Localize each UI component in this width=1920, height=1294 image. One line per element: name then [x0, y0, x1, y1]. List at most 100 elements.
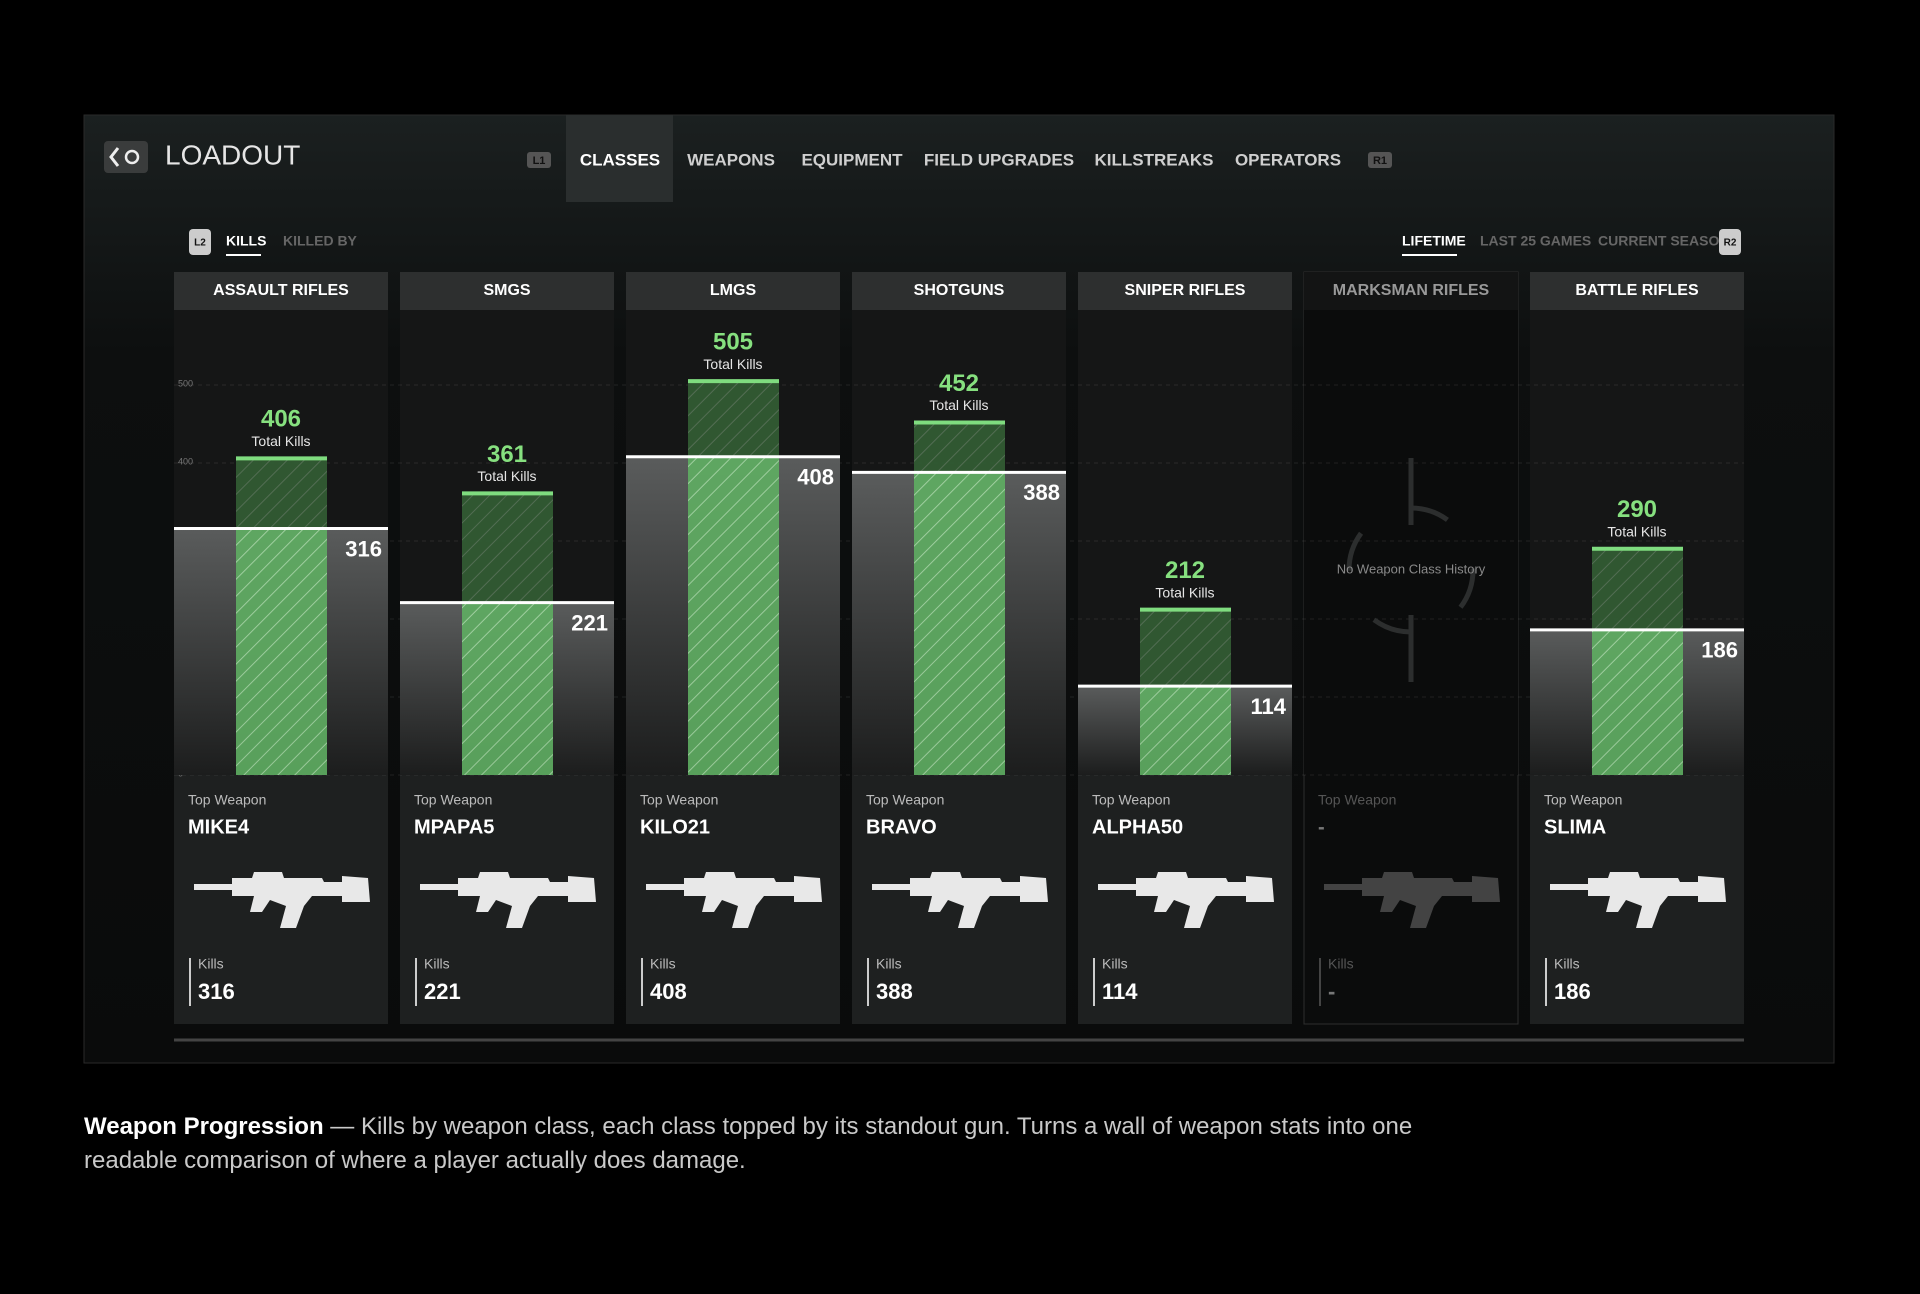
bar-shade: [914, 422, 1005, 473]
total-kills-label: Total Kills: [1607, 524, 1666, 540]
filter-option[interactable]: CURRENT SEASON: [1598, 233, 1729, 249]
top-weapon-label: Top Weapon: [1544, 792, 1622, 808]
class-name: BATTLE RIFLES: [1575, 282, 1699, 299]
kills-value: 388: [876, 979, 913, 1004]
class-name: MARKSMAN RIFLES: [1333, 282, 1490, 299]
filter-button-label: L2: [194, 238, 206, 249]
total-kills-bar: [914, 422, 1005, 775]
class-name: ASSAULT RIFLES: [213, 282, 349, 299]
kills-label: Kills: [424, 956, 450, 972]
top-weapon-kills-value: 221: [571, 610, 608, 635]
filter-button-label: R2: [1724, 238, 1737, 249]
tab[interactable]: WEAPONS: [687, 150, 775, 169]
caption: Weapon Progression — Kills by weapon cla…: [84, 1110, 1484, 1178]
total-kills-value: 212: [1165, 557, 1205, 584]
total-kills-bar: [688, 381, 779, 775]
filter-option[interactable]: LAST 25 GAMES: [1480, 233, 1591, 249]
filter-option[interactable]: KILLS: [226, 233, 266, 249]
filter-button-icon: [189, 229, 211, 255]
tab-button-icon: [1368, 152, 1392, 168]
total-kills-value: 406: [261, 406, 301, 433]
total-kills-value: 290: [1617, 496, 1657, 523]
class-header: [626, 272, 840, 310]
class-header: [174, 272, 388, 310]
back-icon-ring: [124, 149, 140, 165]
total-kills-label: Total Kills: [929, 397, 988, 413]
kills-value: 186: [1554, 979, 1591, 1004]
tab[interactable]: KILLSTREAKS: [1095, 150, 1214, 169]
total-kills-bar: [1592, 548, 1683, 775]
tab-button-icon: [527, 152, 551, 168]
top-weapon-kills-value: 316: [345, 536, 382, 561]
total-kills-value: 361: [487, 441, 527, 468]
kills-label: Kills: [1554, 956, 1580, 972]
tab-button-label: L1: [533, 155, 546, 167]
top-weapon-label: Top Weapon: [414, 792, 492, 808]
top-weapon-name: -: [1318, 816, 1325, 838]
filter-option[interactable]: KILLED BY: [283, 233, 358, 249]
kills-value: 221: [424, 979, 461, 1004]
top-weapon-name: BRAVO: [866, 816, 937, 838]
total-kills-label: Total Kills: [703, 356, 762, 372]
bar-shade: [1592, 548, 1683, 630]
class-name: SMGS: [483, 282, 530, 299]
y-tick-label: 500: [178, 378, 193, 388]
total-kills-label: Total Kills: [477, 468, 536, 484]
total-kills-label: Total Kills: [251, 433, 310, 449]
class-name: SHOTGUNS: [914, 282, 1005, 299]
total-kills-value: 505: [713, 328, 753, 355]
caption-text: — Kills by weapon class, each class topp…: [84, 1113, 1413, 1174]
top-weapon-name: ALPHA50: [1092, 816, 1183, 838]
filter-button-icon: [1719, 229, 1741, 255]
tab-button-label: R1: [1373, 155, 1387, 167]
bar-shade: [236, 458, 327, 529]
top-weapon-kills-value: 114: [1251, 694, 1287, 719]
class-header: [1530, 272, 1744, 310]
top-weapon-name: KILO21: [640, 816, 710, 838]
class-name: SNIPER RIFLES: [1125, 282, 1246, 299]
top-weapon-kills-value: 408: [797, 465, 834, 490]
top-weapon-kills-value: 388: [1023, 480, 1060, 505]
total-kills-bar: [1140, 609, 1231, 775]
tab[interactable]: FIELD UPGRADES: [924, 150, 1074, 169]
chart-area: [1304, 310, 1518, 775]
caption-title: Weapon Progression: [84, 1113, 324, 1140]
total-kills-label: Total Kills: [1155, 584, 1214, 600]
class-header: [400, 272, 614, 310]
class-header: [1304, 272, 1518, 310]
total-kills-bar: [236, 458, 327, 775]
tab[interactable]: EQUIPMENT: [801, 150, 903, 169]
class-header: [852, 272, 1066, 310]
class-name: LMGS: [710, 282, 757, 299]
top-weapon-name: MPAPA5: [414, 816, 494, 838]
top-weapon-label: Top Weapon: [866, 792, 944, 808]
y-tick-label: 400: [178, 456, 193, 466]
active-tab-bg: [566, 115, 673, 202]
filter-option[interactable]: LIFETIME: [1402, 233, 1466, 249]
tab[interactable]: OPERATORS: [1235, 150, 1341, 169]
kills-label: Kills: [876, 956, 902, 972]
total-kills-bar: [462, 493, 553, 775]
class-header: [1078, 272, 1292, 310]
kills-value: 316: [198, 979, 235, 1004]
kills-label: Kills: [1328, 956, 1354, 972]
top-weapon-name: SLIMA: [1544, 816, 1606, 838]
total-kills-value: 452: [939, 370, 979, 397]
empty-label: No Weapon Class History: [1337, 561, 1486, 576]
tab[interactable]: CLASSES: [580, 150, 660, 169]
bar-shade: [1140, 609, 1231, 687]
top-weapon-label: Top Weapon: [1092, 792, 1170, 808]
kills-value: -: [1328, 979, 1335, 1004]
kills-value: 114: [1102, 979, 1138, 1004]
back-icon: [109, 147, 120, 167]
top-weapon-name: MIKE4: [188, 816, 250, 838]
screen-title: LOADOUT: [165, 139, 300, 170]
top-weapon-label: Top Weapon: [1318, 792, 1396, 808]
kills-label: Kills: [650, 956, 676, 972]
top-weapon-label: Top Weapon: [188, 792, 266, 808]
top-weapon-kills-value: 186: [1701, 638, 1738, 663]
kills-label: Kills: [198, 956, 224, 972]
top-weapon-label: Top Weapon: [640, 792, 718, 808]
